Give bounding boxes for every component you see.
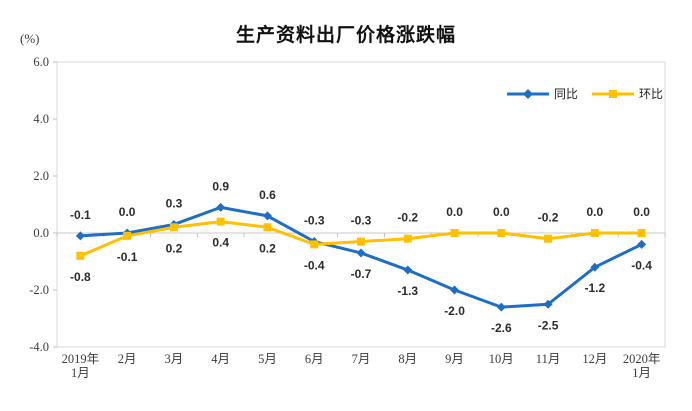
series-marker-环比 — [216, 217, 225, 226]
series-marker-同比 — [403, 265, 413, 275]
y-tick-label: -4.0 — [29, 340, 49, 354]
x-tick-label: 2019年 1月 — [62, 352, 100, 380]
series-marker-同比 — [356, 248, 366, 258]
x-tick-label: 9月 — [445, 352, 464, 366]
y-tick-label: -2.0 — [29, 283, 49, 297]
y-tick-label: 6.0 — [33, 55, 49, 69]
series-marker-同比 — [450, 285, 460, 295]
series-marker-环比 — [637, 229, 646, 237]
legend-item-huanbi: 环比 — [591, 85, 663, 102]
series-marker-同比 — [637, 239, 647, 249]
data-label-同比: -2.0 — [444, 304, 465, 318]
legend-label-tongbi: 同比 — [554, 87, 579, 101]
data-label-同比: 0.0 — [119, 205, 136, 219]
data-label-同比: -0.4 — [631, 258, 652, 272]
data-label-同比: -1.2 — [585, 281, 606, 295]
legend-item-tongbi: 同比 — [506, 85, 578, 102]
x-tick-label: 8月 — [398, 352, 417, 366]
data-label-环比: 0.2 — [166, 241, 183, 255]
x-tick-label: 3月 — [165, 352, 184, 366]
x-tick-label: 7月 — [352, 352, 371, 366]
series-marker-环比 — [357, 237, 365, 246]
data-label-同比: -2.5 — [538, 318, 559, 332]
legend-line-diamond-icon — [507, 88, 549, 99]
series-marker-环比 — [263, 223, 272, 232]
series-marker-环比 — [450, 229, 459, 237]
data-label-环比: 0.0 — [446, 205, 463, 219]
series-marker-环比 — [497, 229, 506, 237]
series-marker-同比 — [496, 302, 506, 312]
x-tick-label: 2月 — [118, 352, 137, 366]
y-axis-unit-label: (%) — [20, 31, 40, 46]
data-label-同比: 0.9 — [212, 179, 229, 193]
data-label-同比: -0.1 — [70, 208, 91, 222]
series-marker-环比 — [403, 234, 412, 243]
legend: 同比 环比 — [506, 85, 663, 102]
legend-line-square-icon — [592, 89, 635, 98]
series-marker-环比 — [123, 231, 132, 240]
y-tick-label: 4.0 — [33, 112, 49, 126]
y-tick-label: 0.0 — [33, 226, 49, 240]
series-marker-环比 — [76, 251, 85, 260]
series-marker-环比 — [544, 234, 553, 243]
series-marker-同比 — [262, 211, 272, 221]
series-marker-环比 — [169, 223, 178, 232]
data-label-环比: -0.4 — [304, 258, 325, 272]
data-label-环比: 0.0 — [633, 205, 650, 219]
y-tick-label: 2.0 — [33, 169, 49, 183]
legend-label-huanbi: 环比 — [639, 87, 664, 101]
x-tick-label: 10月 — [489, 352, 514, 366]
x-tick-label: 11月 — [536, 352, 561, 366]
chart-title: 生产资料出厂价格涨跌幅 — [235, 25, 456, 46]
series-marker-环比 — [310, 240, 319, 249]
x-tick-label: 4月 — [211, 352, 230, 366]
data-label-环比: 0.2 — [259, 241, 276, 255]
data-label-同比: 0.3 — [166, 196, 183, 210]
data-label-环比: -0.2 — [538, 211, 559, 225]
plot-border — [56, 61, 666, 348]
data-label-环比: -0.8 — [70, 270, 91, 284]
series-marker-同比 — [543, 299, 553, 309]
series-marker-同比 — [216, 202, 226, 212]
data-label-环比: 0.0 — [587, 205, 604, 219]
data-label-同比: -2.6 — [491, 321, 512, 335]
series-marker-同比 — [590, 262, 600, 272]
data-label-环比: -0.1 — [117, 250, 138, 264]
data-label-同比: -0.7 — [351, 267, 372, 281]
data-label-同比: -1.3 — [397, 284, 418, 298]
data-label-同比: 0.6 — [259, 188, 276, 202]
data-label-同比: -0.3 — [304, 214, 325, 228]
series-marker-环比 — [590, 229, 599, 237]
x-tick-label: 2020年 1月 — [623, 352, 661, 380]
series-marker-同比 — [75, 231, 85, 241]
data-label-环比: -0.2 — [397, 211, 418, 225]
data-label-环比: 0.0 — [493, 205, 510, 219]
data-label-环比: -0.3 — [351, 214, 372, 228]
x-tick-label: 6月 — [305, 352, 324, 366]
x-tick-label: 5月 — [258, 352, 277, 366]
data-label-环比: 0.4 — [212, 236, 229, 250]
x-tick-label: 12月 — [582, 352, 607, 366]
